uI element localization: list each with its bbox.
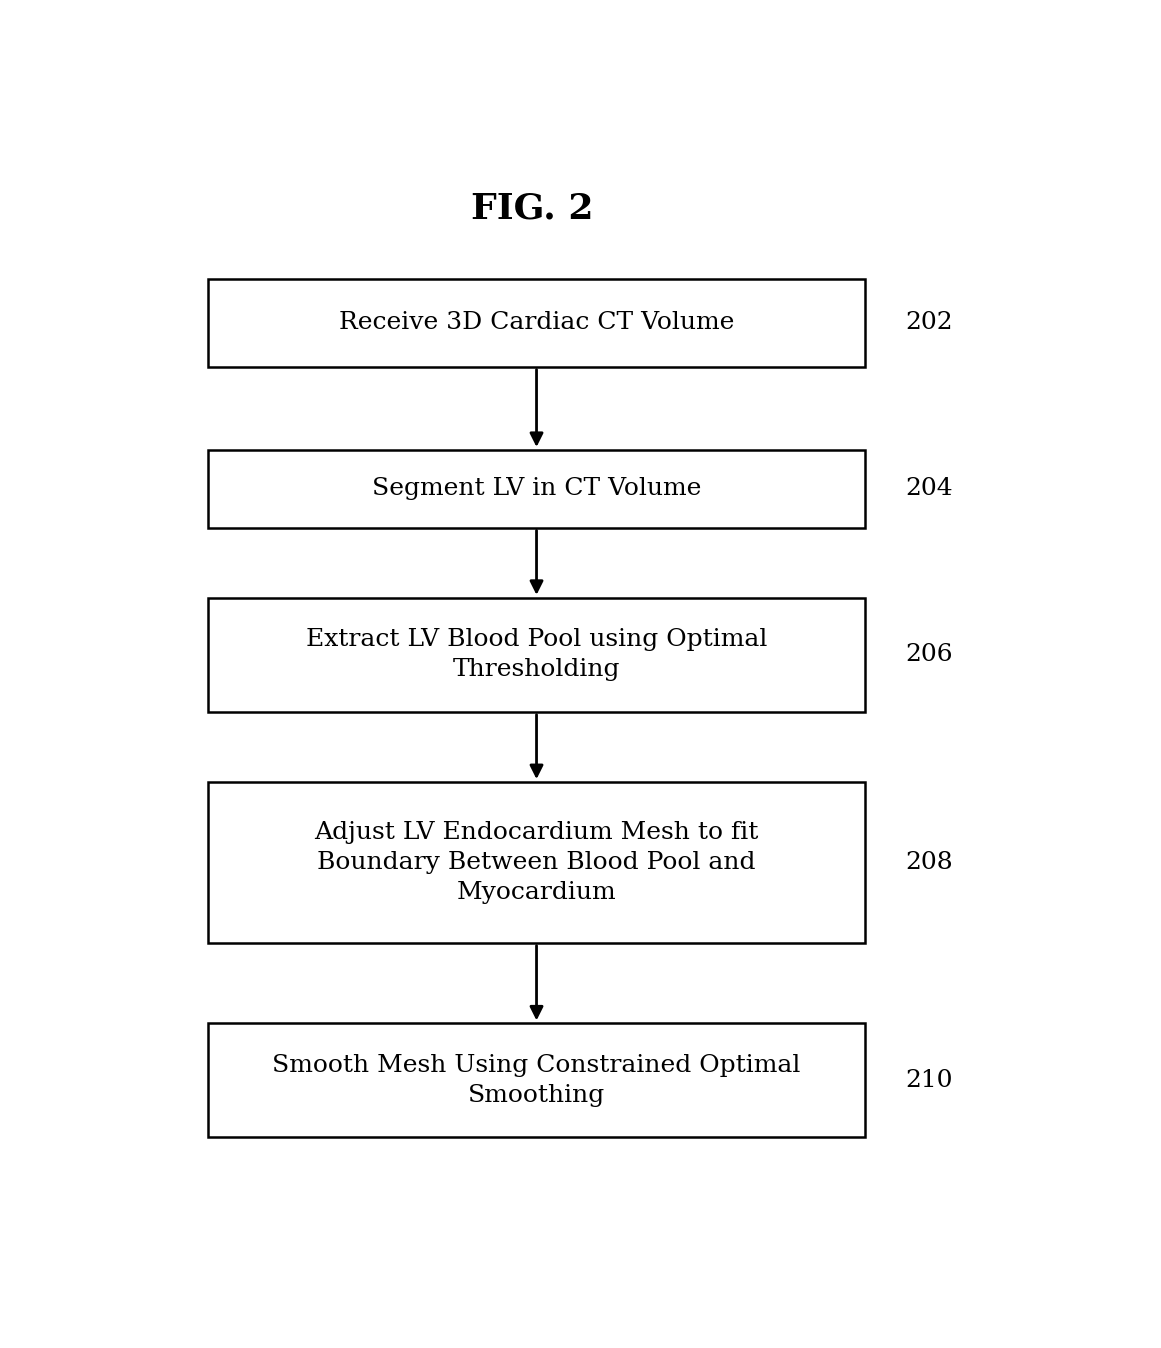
Text: Segment LV in CT Volume: Segment LV in CT Volume [372,477,701,500]
Text: FIG. 2: FIG. 2 [470,191,593,225]
Text: Adjust LV Endocardium Mesh to fit
Boundary Between Blood Pool and
Myocardium: Adjust LV Endocardium Mesh to fit Bounda… [315,821,759,905]
Text: Smooth Mesh Using Constrained Optimal
Smoothing: Smooth Mesh Using Constrained Optimal Sm… [273,1054,801,1107]
Bar [208,1023,865,1138]
Text: 206: 206 [906,643,953,666]
Bar [208,782,865,942]
Bar [208,597,865,712]
Bar [208,279,865,367]
Text: Extract LV Blood Pool using Optimal
Thresholding: Extract LV Blood Pool using Optimal Thre… [305,628,767,681]
Bar [208,450,865,527]
Text: 210: 210 [906,1069,953,1092]
Text: Receive 3D Cardiac CT Volume: Receive 3D Cardiac CT Volume [339,311,734,334]
Text: 202: 202 [906,311,953,334]
Text: 204: 204 [906,477,953,500]
Text: 208: 208 [906,851,953,874]
